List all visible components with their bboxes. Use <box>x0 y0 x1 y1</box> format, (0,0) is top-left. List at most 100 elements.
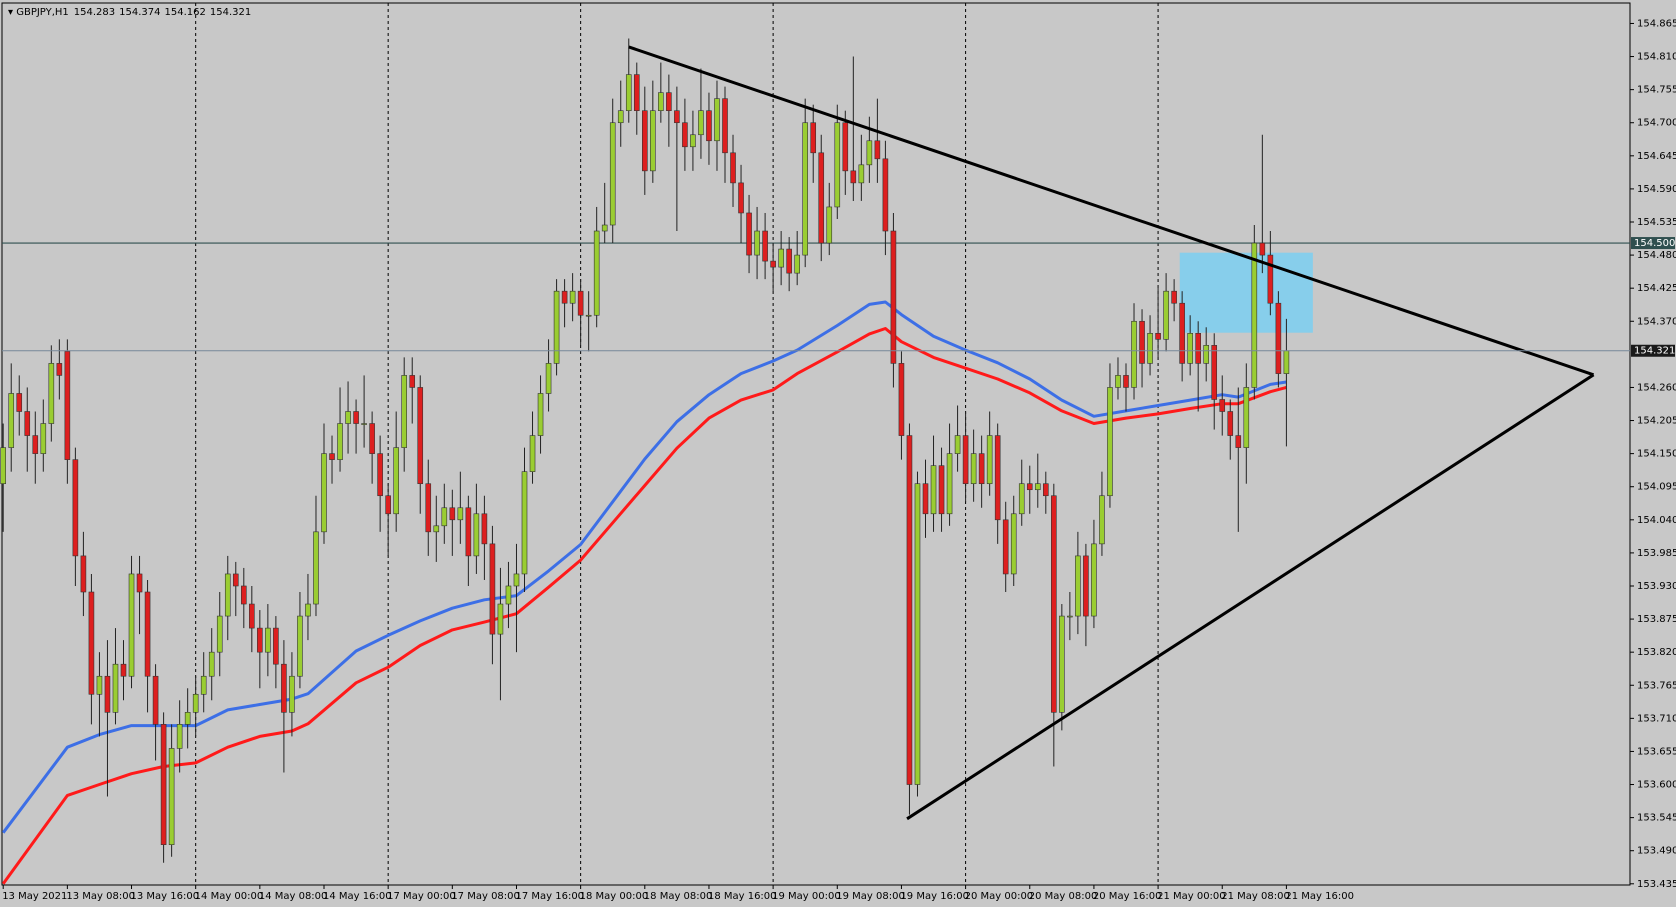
y-tick-label: 153.435 <box>1637 879 1676 890</box>
candle-body-up <box>305 603 311 617</box>
candle-body-down <box>850 170 857 184</box>
y-tick-label: 153.655 <box>1637 746 1676 757</box>
candle-body-up <box>954 435 961 454</box>
moving-average <box>2 300 1287 834</box>
candle-body-up <box>585 314 592 317</box>
candle-body-down <box>818 152 825 244</box>
candle-body-down <box>425 483 432 533</box>
candle-body-up <box>184 712 191 725</box>
x-tick-label: 19 May 00:00 <box>772 891 841 902</box>
x-tick-label: 14 May 08:00 <box>259 891 328 902</box>
x-tick-label: 19 May 08:00 <box>836 891 905 902</box>
candle-body-up <box>601 224 608 232</box>
candle-body-up <box>1059 615 1065 713</box>
symbol: GBPJPY,H1 <box>16 7 69 18</box>
y-tick-label: 154.865 <box>1637 18 1676 29</box>
candle-body-down <box>577 290 584 316</box>
candle-body-up <box>433 525 440 533</box>
candle-body-up <box>168 748 175 845</box>
candle-body-down <box>273 627 279 665</box>
x-tick-label: 20 May 00:00 <box>965 891 1034 902</box>
candle-body-down <box>377 453 383 497</box>
candle-body-up <box>658 92 664 111</box>
x-tick-label: 17 May 08:00 <box>451 891 520 902</box>
candle-body-down <box>1227 411 1234 436</box>
candle-body-down <box>906 435 913 785</box>
candle-body-up <box>337 423 343 460</box>
candle-body-up <box>802 122 809 256</box>
candle-body-up <box>361 423 367 425</box>
candle-body-up <box>569 290 576 304</box>
candle-body-down <box>674 110 680 124</box>
candle-body-up <box>200 675 207 695</box>
candle-body-up <box>754 230 760 256</box>
candle-body-down <box>682 122 688 148</box>
candle-body-down <box>489 543 496 635</box>
y-tick-label: 154.590 <box>1637 184 1676 195</box>
candle-body-up <box>8 393 15 448</box>
candle-body-up <box>1147 332 1153 364</box>
candle-body-up <box>128 573 135 677</box>
candle-body-down <box>1155 332 1161 340</box>
candle-body-up <box>176 724 183 749</box>
candle-body-up <box>216 615 223 653</box>
candle-body-up <box>914 483 921 785</box>
candle-body-down <box>329 453 335 460</box>
candle-body-down <box>160 724 167 845</box>
y-tick-label: 153.490 <box>1637 846 1676 857</box>
candle-body-down <box>409 375 416 388</box>
candle-body-down <box>481 513 488 545</box>
candle-body-down <box>962 435 969 485</box>
candle-body-down <box>88 591 95 695</box>
candle-body-up <box>192 693 199 713</box>
candle-body-up <box>609 122 616 226</box>
candle-body-down <box>120 663 127 677</box>
candle-body-up <box>714 98 720 142</box>
candle-body-up <box>1107 387 1113 497</box>
candle-body-up <box>521 471 528 575</box>
close: 154.321 <box>210 7 251 18</box>
candle-body-down <box>978 453 985 485</box>
y-tick-label: 154.150 <box>1637 449 1676 460</box>
candle-body-down <box>882 158 889 232</box>
candle-body-down <box>152 675 159 725</box>
low: 154.162 <box>165 7 206 18</box>
y-tick-label: 154.480 <box>1637 250 1676 261</box>
candle-body-down <box>1002 519 1009 575</box>
candle-body-up <box>1010 513 1017 575</box>
candle-body-up <box>313 531 319 605</box>
candle-body-up <box>1203 345 1209 364</box>
y-tick-label: 153.710 <box>1637 713 1676 724</box>
candle-body-up <box>834 122 841 208</box>
candle-body-up <box>778 248 784 268</box>
trendline <box>628 45 1595 377</box>
candle-body-up <box>545 363 552 394</box>
candle-body-up <box>553 290 560 364</box>
y-tick-label: 153.765 <box>1637 680 1676 691</box>
candle-body-down <box>706 110 712 142</box>
candle-body-up <box>690 134 696 148</box>
candle-body-down <box>730 152 736 184</box>
y-tick-label: 154.425 <box>1637 283 1676 294</box>
candle-body-up <box>826 206 833 244</box>
candle-body-up <box>1091 543 1097 617</box>
candle-body-up <box>40 423 47 454</box>
candle-body-down <box>16 393 23 412</box>
x-tick-label: 18 May 16:00 <box>708 891 777 902</box>
x-tick-label: 13 May 08:00 <box>66 891 135 902</box>
candle-body-down <box>64 351 71 460</box>
candle-body-up <box>1243 387 1250 448</box>
candle-body-down <box>1211 345 1218 400</box>
candle-body-down <box>257 627 263 653</box>
candle-body-down <box>232 573 239 587</box>
candle-body-down <box>1219 399 1226 412</box>
candle-body-down <box>898 363 905 436</box>
candle-body-down <box>56 363 63 376</box>
candle-body-up <box>0 447 6 485</box>
candle-body-down <box>938 465 945 515</box>
candle-body-down <box>770 260 776 268</box>
candle-body-down <box>738 182 744 214</box>
candle-body-up <box>297 615 303 677</box>
